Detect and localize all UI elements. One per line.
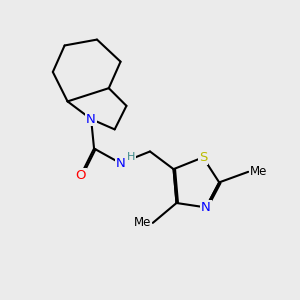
Text: H: H [127,152,135,162]
Text: O: O [76,169,86,182]
Text: Me: Me [134,216,151,230]
Text: N: N [116,157,125,170]
Text: N: N [201,201,211,214]
Text: N: N [86,112,96,126]
Text: S: S [199,151,207,164]
Text: Me: Me [250,165,267,178]
